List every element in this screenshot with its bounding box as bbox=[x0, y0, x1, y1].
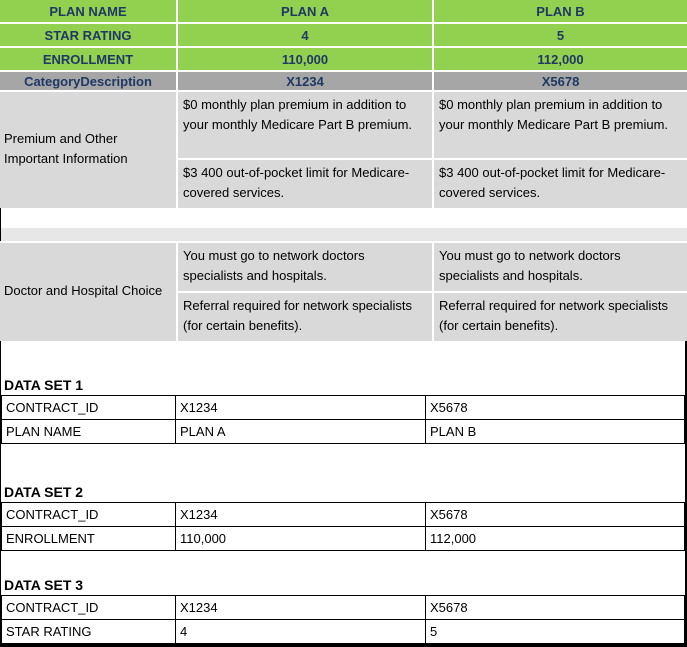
ds1-contract-id-label: CONTRACT_ID bbox=[1, 395, 176, 420]
premium-section-label: Premium and Other Important Information bbox=[0, 92, 176, 208]
ds2-contract-id-a: X1234 bbox=[175, 502, 426, 527]
gap-above-data-set-3 bbox=[1, 551, 685, 577]
ds2-contract-id-label: CONTRACT_ID bbox=[1, 502, 176, 527]
data-set-2-title: DATA SET 2 bbox=[4, 484, 84, 500]
table-row: CONTRACT_ID X1234 X5678 bbox=[1, 502, 685, 527]
data-set-3-table: CONTRACT_ID X1234 X5678 STAR RATING 4 5 bbox=[1, 595, 685, 644]
plan-b-contract-id-cell: X5678 bbox=[434, 72, 687, 90]
premium-section: Premium and Other Important Information … bbox=[0, 92, 687, 208]
ds1-contract-id-b: X5678 bbox=[425, 395, 685, 420]
ds2-enrollment-b: 112,000 bbox=[425, 526, 685, 551]
data-set-1-table: CONTRACT_ID X1234 X5678 PLAN NAME PLAN A… bbox=[1, 395, 685, 444]
premium-plan-b-text-2: $3 400 out-of-pocket limit for Medicare-… bbox=[434, 160, 687, 208]
table-row: CONTRACT_ID X1234 X5678 bbox=[1, 595, 685, 620]
doctor-plan-a-text-1: You must go to network doctors specialis… bbox=[178, 243, 432, 291]
ds2-enrollment-label: ENROLLMENT bbox=[1, 526, 176, 551]
doctor-plan-b-text-2: Referral required for network specialist… bbox=[434, 293, 687, 341]
ds1-contract-id-a: X1234 bbox=[175, 395, 426, 420]
premium-plan-a-text-2: $3 400 out-of-pocket limit for Medicare-… bbox=[178, 160, 432, 208]
enrollment-header-label: ENROLLMENT bbox=[0, 48, 176, 70]
gap-above-data-set-1 bbox=[1, 341, 685, 377]
premium-plan-a-text-1: $0 monthly plan premium in addition to y… bbox=[178, 92, 432, 158]
ds2-contract-id-b: X5678 bbox=[425, 502, 685, 527]
doctor-section-label: Doctor and Hospital Choice bbox=[0, 243, 176, 341]
plan-a-enrollment-cell: 110,000 bbox=[178, 48, 432, 70]
table-row: PLAN NAME PLAN A PLAN B bbox=[1, 419, 685, 444]
star-rating-header-label: STAR RATING bbox=[0, 24, 176, 46]
ds3-contract-id-b: X5678 bbox=[425, 595, 685, 620]
plan-name-header-label: PLAN NAME bbox=[0, 0, 176, 22]
category-description-label: CategoryDescription bbox=[0, 72, 176, 90]
doctor-plan-b-text-1: You must go to network doctors specialis… bbox=[434, 243, 687, 291]
gray-spacer-row bbox=[1, 228, 687, 241]
ds3-contract-id-a: X1234 bbox=[175, 595, 426, 620]
ds1-plan-name-b: PLAN B bbox=[425, 419, 685, 444]
plan-header-rows: PLAN NAME PLAN A PLAN B STAR RATING 4 5 … bbox=[0, 0, 687, 70]
data-sets-area: DATA SET 1 CONTRACT_ID X1234 X5678 PLAN … bbox=[0, 341, 687, 647]
ds3-contract-id-label: CONTRACT_ID bbox=[1, 595, 176, 620]
table-row: ENROLLMENT 110,000 112,000 bbox=[1, 526, 685, 551]
plan-b-star-rating-cell: 5 bbox=[434, 24, 687, 46]
white-spacer-band bbox=[1, 208, 687, 228]
plan-a-name-cell: PLAN A bbox=[178, 0, 432, 22]
plan-a-star-rating-cell: 4 bbox=[178, 24, 432, 46]
ds1-plan-name-a: PLAN A bbox=[175, 419, 426, 444]
plan-b-enrollment-cell: 112,000 bbox=[434, 48, 687, 70]
data-set-2-table: CONTRACT_ID X1234 X5678 ENROLLMENT 110,0… bbox=[1, 502, 685, 551]
data-set-1-title: DATA SET 1 bbox=[4, 377, 84, 393]
doctor-plan-a-text-2: Referral required for network specialist… bbox=[178, 293, 432, 341]
premium-plan-b-text-1: $0 monthly plan premium in addition to y… bbox=[434, 92, 687, 158]
doctor-section: Doctor and Hospital Choice You must go t… bbox=[0, 243, 687, 341]
plan-b-name-cell: PLAN B bbox=[434, 0, 687, 22]
section-divider-area bbox=[0, 208, 687, 241]
gap-above-data-set-2 bbox=[1, 444, 685, 484]
category-description-row: CategoryDescription X1234 X5678 bbox=[0, 72, 687, 90]
ds2-enrollment-a: 110,000 bbox=[175, 526, 426, 551]
table-row: CONTRACT_ID X1234 X5678 bbox=[1, 395, 685, 420]
data-set-3-title: DATA SET 3 bbox=[4, 577, 84, 593]
plan-a-contract-id-cell: X1234 bbox=[178, 72, 432, 90]
ds1-plan-name-label: PLAN NAME bbox=[1, 419, 176, 444]
